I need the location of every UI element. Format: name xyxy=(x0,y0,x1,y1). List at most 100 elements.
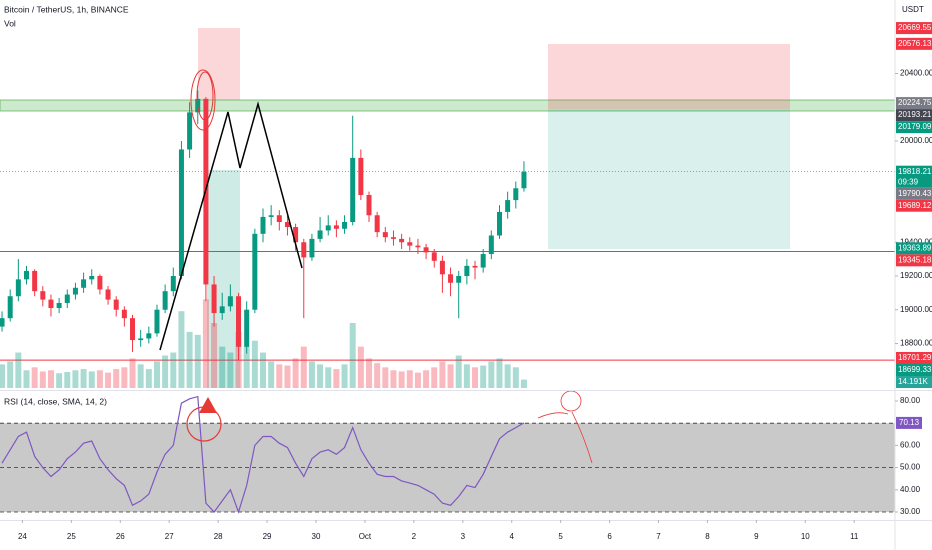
volume-bar xyxy=(121,367,128,388)
candle-body xyxy=(162,291,168,310)
volume-bar xyxy=(341,364,348,388)
chart-title: Bitcoin / TetherUS, 1h, BINANCE xyxy=(4,4,129,14)
candle-body xyxy=(293,227,299,243)
volume-bar xyxy=(520,379,527,388)
candle-body xyxy=(496,211,502,236)
candle-body xyxy=(252,233,258,310)
candle-body xyxy=(317,230,323,239)
candle-body xyxy=(211,284,217,314)
curve xyxy=(571,411,593,464)
candle-body xyxy=(24,270,30,280)
volume-bar xyxy=(423,370,430,388)
candle-body xyxy=(366,195,372,216)
price-tag-label: 20179.09 xyxy=(898,122,932,131)
candle-body xyxy=(431,252,437,261)
price-tag xyxy=(896,37,932,50)
candle-body xyxy=(130,318,136,341)
x-tick-label: 6 xyxy=(607,532,612,541)
x-tick-label: 24 xyxy=(18,532,27,541)
candle-body xyxy=(521,171,527,189)
price-tag-label: 18701.29 xyxy=(898,353,932,362)
volume-bar xyxy=(431,367,438,388)
candle-body xyxy=(154,309,160,334)
candle-body xyxy=(472,265,478,268)
volume-bar xyxy=(15,352,22,388)
rsi-tag-label: 70.13 xyxy=(899,418,920,427)
volume-bar xyxy=(202,299,209,388)
x-tick-label: 30 xyxy=(312,532,321,541)
x-tick-label: 3 xyxy=(461,532,466,541)
candle-body xyxy=(105,289,111,300)
price-tag-label: 20669.55 xyxy=(898,23,932,32)
volume-bar xyxy=(251,340,258,388)
price-tag xyxy=(896,121,932,134)
volume-bar xyxy=(211,323,218,388)
candle-body xyxy=(423,247,429,253)
candle-body xyxy=(350,157,356,223)
price-tag xyxy=(896,109,932,122)
price-tag xyxy=(896,165,932,188)
price-tag xyxy=(896,187,932,200)
volume-bar xyxy=(382,367,389,388)
x-tick-label: 5 xyxy=(558,532,563,541)
volume-bar xyxy=(0,364,6,388)
candle-body xyxy=(382,232,388,238)
y-tick-label: 19200.00 xyxy=(900,271,932,280)
volume-bar xyxy=(504,364,511,388)
position-risk xyxy=(548,44,790,109)
x-tick-label: 11 xyxy=(850,532,859,541)
countdown: 09:39 xyxy=(898,177,919,186)
candle-body xyxy=(456,275,462,283)
candle-body xyxy=(178,149,184,276)
volume-bar xyxy=(512,367,519,388)
price-tag xyxy=(896,199,932,212)
price-tag xyxy=(896,97,932,110)
candle-body xyxy=(464,265,470,276)
y-tick-label: 30.00 xyxy=(900,507,921,516)
zigzag xyxy=(159,101,303,351)
candle-body xyxy=(439,260,445,275)
y-tick-label: 19400.00 xyxy=(900,237,932,246)
candle-body xyxy=(480,254,486,268)
price-tag xyxy=(896,364,932,376)
volume-bar xyxy=(145,369,152,388)
candle-body xyxy=(399,238,405,243)
candle-body xyxy=(448,274,454,283)
y-tick-label: 50.00 xyxy=(900,463,921,472)
volume-bar xyxy=(366,358,373,388)
candle-body xyxy=(236,296,242,347)
currency: USDT xyxy=(902,5,924,14)
price-tag-label: 20224.75 xyxy=(898,98,932,107)
volume-bar xyxy=(276,364,283,388)
volume-bar xyxy=(39,371,46,388)
candle-body xyxy=(268,215,274,217)
circle xyxy=(190,69,216,131)
candle-body xyxy=(121,309,127,319)
candle-body xyxy=(81,279,87,288)
volume-bar xyxy=(219,346,226,388)
candle-body xyxy=(219,306,225,314)
x-tick-label: 25 xyxy=(67,532,76,541)
volume-bar xyxy=(488,361,495,388)
y-tick-label: 18800.00 xyxy=(900,339,932,348)
candle-body xyxy=(390,237,396,239)
volume-bar xyxy=(390,370,397,388)
candle-body xyxy=(309,238,315,258)
volume-bar xyxy=(105,372,112,388)
price-tag-label: 19818.21 xyxy=(898,167,932,176)
x-tick-label: 29 xyxy=(263,532,272,541)
volume-bar xyxy=(80,369,87,388)
volume-bar xyxy=(439,361,446,388)
volume-bar xyxy=(88,371,95,388)
y-tick-label: 60.00 xyxy=(900,441,921,450)
price-tag xyxy=(896,254,932,267)
price-tag-label: 19790.43 xyxy=(898,189,932,198)
price-tag-label: 20576.13 xyxy=(898,39,932,48)
volume-bar xyxy=(129,358,136,388)
series xyxy=(0,90,895,514)
volume-bar xyxy=(268,361,275,388)
y-tick-label: 19000.00 xyxy=(900,305,932,314)
price-tag-label: 19363.89 xyxy=(898,243,932,252)
volume-bar xyxy=(64,372,71,388)
